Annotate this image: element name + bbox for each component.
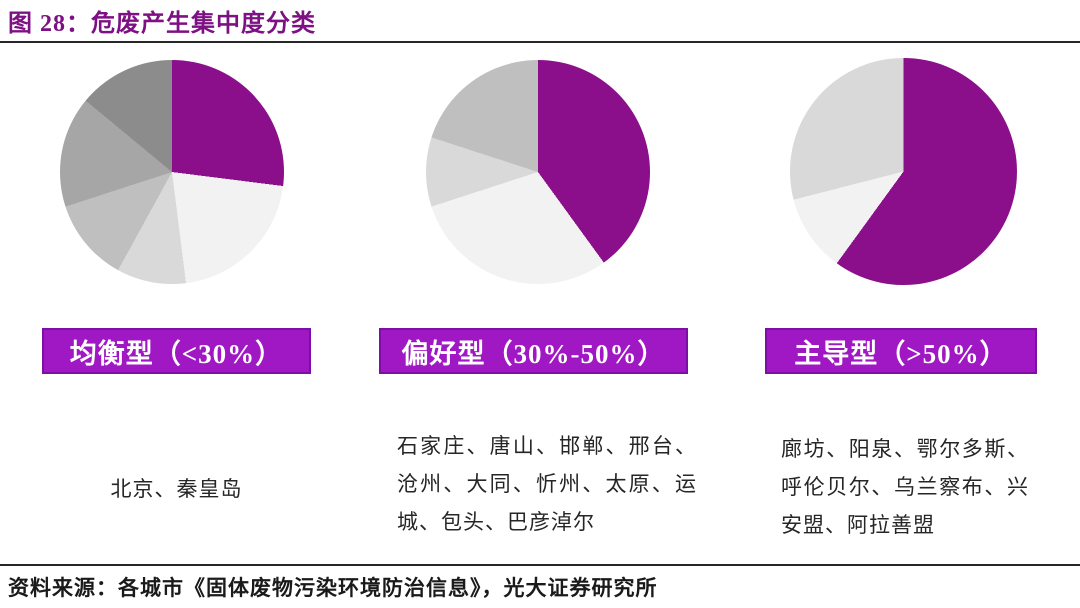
city-list-preference: 石家庄、唐山、邯郸、邢台、沧州、大同、忻州、太原、运城、包头、巴彦淖尔 bbox=[397, 434, 697, 534]
source-note: 资料来源：各城市《固体废物污染环境防治信息》，光大证券研究所 bbox=[8, 576, 658, 600]
category-label-dominant: 主导型（>50%） bbox=[765, 328, 1037, 374]
pie-chart-balanced-type bbox=[60, 60, 284, 284]
pie-chart-preference-type bbox=[426, 60, 650, 284]
pie-chart-dominant-type bbox=[790, 58, 1017, 285]
category-label-preference: 偏好型（30%-50%） bbox=[379, 328, 688, 374]
city-list-dominant: 廊坊、阳泉、鄂尔多斯、呼伦贝尔、乌兰察布、兴安盟、阿拉善盟 bbox=[781, 437, 1029, 537]
figure-title: 图 28：危废产生集中度分类 bbox=[8, 11, 316, 37]
city-list-balanced: 北京、秦皇岛 bbox=[110, 477, 243, 501]
category-label-balanced: 均衡型（<30%） bbox=[42, 328, 311, 374]
title-divider-line bbox=[0, 41, 1080, 43]
footer-divider-line bbox=[0, 564, 1080, 566]
